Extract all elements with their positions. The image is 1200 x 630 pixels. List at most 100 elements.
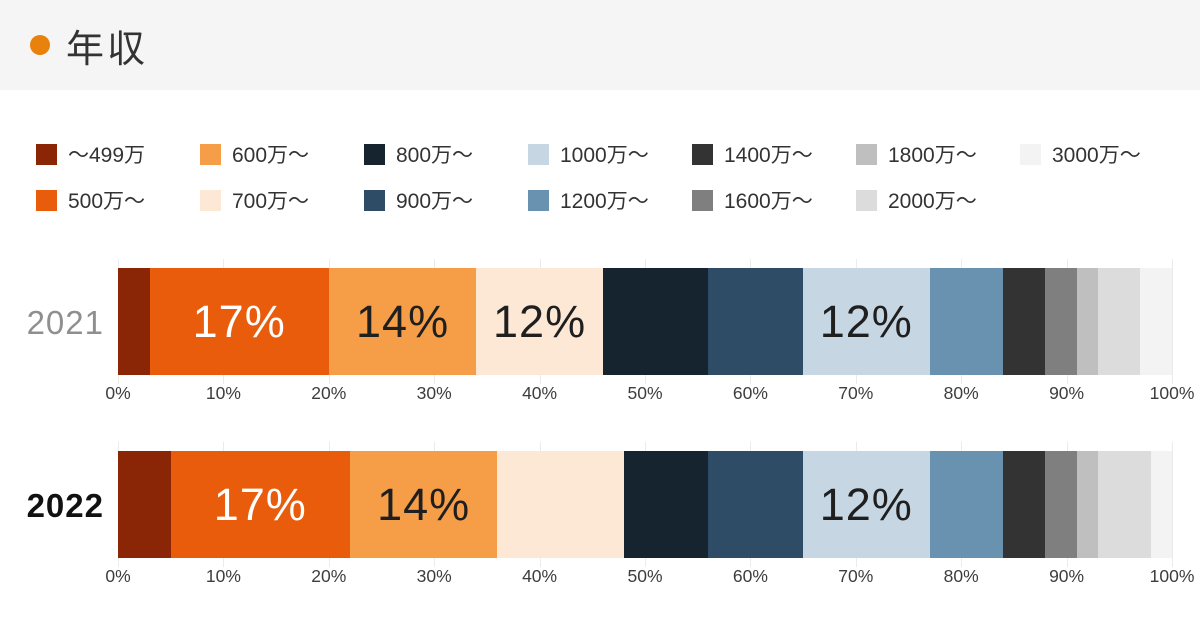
legend-swatch xyxy=(200,189,221,211)
bar-segment xyxy=(1098,268,1141,375)
bar-segment xyxy=(1140,268,1172,375)
legend-item: 1400万～ xyxy=(692,136,856,172)
year-label: 2022 xyxy=(26,487,104,524)
bar-segment xyxy=(1077,451,1099,558)
x-axis-tick-label: 50% xyxy=(627,383,663,403)
stacked-bar: 17% 14% 12% 12% xyxy=(118,268,1172,375)
legend-swatch xyxy=(856,143,877,165)
stacked-bar-charts: 2021 17% 14% 12% 12% 0% 10% 20% 30% 40% 50% 60% 70% 8… xyxy=(0,259,1200,602)
legend-swatch xyxy=(528,143,549,165)
x-axis-tick-label: 60% xyxy=(732,383,768,403)
legend-item-label: 1200万～ xyxy=(560,190,649,213)
legend-item-label: 700万～ xyxy=(232,190,310,213)
legend-item-label: 2000万～ xyxy=(888,190,977,213)
legend-item: 1200万～ xyxy=(528,182,692,218)
chart-row-2021: 2021 17% 14% 12% 12% 0% 10% 20% 30% 40% 50% 60% 70% 8… xyxy=(0,259,1200,419)
x-axis-tick-label: 10% xyxy=(205,383,241,403)
legend: ～499万 500万～ 600万～ 700万～ 800万～ 900万～ 1000万～ 1200… xyxy=(36,136,1200,218)
legend-item: 1600万～ xyxy=(692,182,856,218)
bar-segment: 12% xyxy=(803,451,930,558)
legend-item: 800万～ xyxy=(364,136,528,172)
x-axis-ticks: 0% 10% 20% 30% 40% 50% 60% 70% 80% 90% 100% xyxy=(105,375,1194,419)
x-axis-tick-label: 70% xyxy=(838,566,874,586)
bar-segment: 12% xyxy=(803,268,930,375)
bar-segment: 14% xyxy=(349,451,498,558)
legend-swatch xyxy=(200,143,221,165)
legend-item-label: 1000万～ xyxy=(560,144,649,167)
bar-segment xyxy=(118,451,171,558)
bar-segment xyxy=(708,268,804,375)
legend-swatch xyxy=(1020,143,1041,165)
x-axis-tick-label: 10% xyxy=(205,566,241,586)
x-axis-tick-label: 0% xyxy=(105,566,131,586)
x-axis-tick-label: 80% xyxy=(943,566,979,586)
gridline xyxy=(1172,442,1173,567)
legend-swatch xyxy=(36,143,57,165)
legend-item: 600万～ xyxy=(200,136,364,172)
plot-area: 17% 14% 12% xyxy=(118,442,1173,567)
section-header: 年収 xyxy=(0,0,1200,90)
bar-segment xyxy=(1045,268,1078,375)
bar-segment xyxy=(602,268,709,375)
bar-segment: 17% xyxy=(149,268,329,375)
bar-segment: 14% xyxy=(328,268,477,375)
bar-segment xyxy=(1150,451,1172,558)
segment-data-label: 14% xyxy=(377,478,471,530)
bullet-icon xyxy=(30,35,50,55)
legend-item: 900万～ xyxy=(364,182,528,218)
bar-segment xyxy=(708,451,804,558)
x-axis-tick-label: 0% xyxy=(105,383,131,403)
bar-segment xyxy=(1077,268,1099,375)
legend-swatch xyxy=(528,189,549,211)
x-axis-tick-label: 90% xyxy=(1049,566,1085,586)
page-title: 年収 xyxy=(66,28,149,71)
bar-segment xyxy=(118,268,150,375)
bar-segment xyxy=(1003,451,1046,558)
segment-data-label: 17% xyxy=(192,295,286,347)
segment-data-label: 12% xyxy=(819,478,913,530)
legend-item: 700万～ xyxy=(200,182,364,218)
x-axis-tick-label: 40% xyxy=(522,383,558,403)
legend-swatch xyxy=(364,143,385,165)
legend-swatch xyxy=(364,189,385,211)
x-axis-tick-label: 40% xyxy=(522,566,558,586)
x-axis-tick-label: 60% xyxy=(732,566,768,586)
bar-segment xyxy=(1045,451,1078,558)
x-axis-tick-label: 100% xyxy=(1149,383,1195,403)
x-axis-tick-label: 70% xyxy=(838,383,874,403)
x-axis-tick-label: 80% xyxy=(943,383,979,403)
bar-segment xyxy=(929,451,1004,558)
legend-item: 1800万～ xyxy=(856,136,1020,172)
legend-item-label: 1800万～ xyxy=(888,144,977,167)
legend-item-label: 3000万～ xyxy=(1052,144,1141,167)
chart-row-2022: 2022 17% 14% 12% 0% 10% 20% 30% 40% 50% 60% 70% 80% 9… xyxy=(0,442,1200,602)
legend-item-label: 1400万～ xyxy=(724,144,813,167)
bar-segment xyxy=(497,451,624,558)
x-axis-tick-label: 90% xyxy=(1049,383,1085,403)
legend-item-label: ～499万 xyxy=(68,144,146,167)
legend-item: 3000万～ xyxy=(1020,136,1184,172)
x-axis-tick-label: 20% xyxy=(311,566,347,586)
bar-segment xyxy=(1003,268,1046,375)
segment-data-label: 12% xyxy=(493,295,587,347)
gridline xyxy=(1172,259,1173,384)
legend-item-label: 800万～ xyxy=(396,144,474,167)
legend-item-label: 600万～ xyxy=(232,144,310,167)
x-axis-ticks: 0% 10% 20% 30% 40% 50% 60% 70% 80% 90% 100% xyxy=(105,558,1194,602)
bar-segment xyxy=(1098,451,1151,558)
bar-segment: 12% xyxy=(476,268,603,375)
x-axis-tick-label: 50% xyxy=(627,566,663,586)
x-axis-tick-label: 30% xyxy=(416,383,452,403)
segment-data-label: 14% xyxy=(356,295,450,347)
stacked-bar: 17% 14% 12% xyxy=(118,451,1172,558)
x-axis-tick-label: 20% xyxy=(311,383,347,403)
bar-segment xyxy=(929,268,1004,375)
legend-swatch xyxy=(856,189,877,211)
bar-segment xyxy=(623,451,709,558)
segment-data-label: 17% xyxy=(213,478,307,530)
legend-item: ～499万 xyxy=(36,136,200,172)
x-axis-tick-label: 100% xyxy=(1149,566,1195,586)
legend-item-label: 900万～ xyxy=(396,190,474,213)
segment-data-label: 12% xyxy=(819,295,913,347)
legend-swatch xyxy=(692,143,713,165)
